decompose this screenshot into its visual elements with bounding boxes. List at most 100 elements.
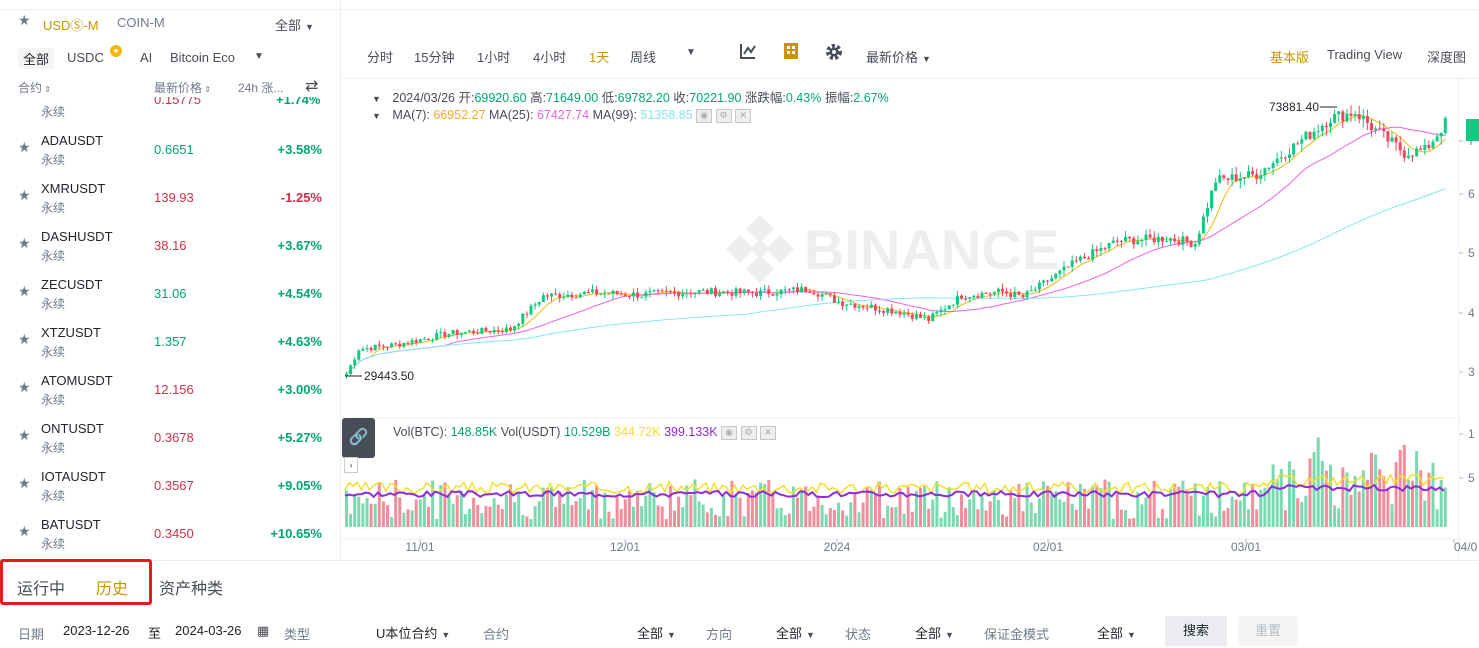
market-row-zecusdt[interactable]: ★ ZECUSDT 永续 31.06 +4.54% xyxy=(0,276,340,324)
candle-body xyxy=(1189,241,1193,247)
candle-body xyxy=(685,293,689,295)
filter-dropdown[interactable]: 全部 ▼ xyxy=(275,18,314,33)
favorite-star-icon[interactable]: ★ xyxy=(18,523,31,539)
market-row-batusdt[interactable]: ★ BATUSDT 永续 0.3450 +10.65% xyxy=(0,516,340,560)
interval-1w[interactable]: 周线 xyxy=(630,50,657,65)
favorite-star-icon[interactable]: ★ xyxy=(18,331,31,347)
contract-select[interactable]: 全部 ▼ xyxy=(637,626,676,641)
partial-row-price: 0.15775 xyxy=(154,92,201,107)
col-contract[interactable]: 合约 ⇕ xyxy=(18,81,51,95)
partial-row-change: +1.74% xyxy=(276,92,321,107)
col-change[interactable]: 24h 涨... xyxy=(238,81,284,95)
candle-body xyxy=(955,295,959,305)
price-type-select[interactable]: 最新价格 ▼ xyxy=(866,50,931,65)
favorite-star-icon[interactable]: ★ xyxy=(18,139,31,155)
row-change: +3.67% xyxy=(277,238,322,253)
link-icon[interactable]: 🔗 xyxy=(342,418,375,458)
interval-1d[interactable]: 1天 xyxy=(589,50,610,65)
chart-toolbar: 分时 15分钟 1小时 4小时 1天 周线 ▼ 最新价格 ▼ 基本版 Tradin… xyxy=(342,36,1479,78)
type-select[interactable]: U本位合约 ▼ xyxy=(376,626,451,641)
candle-body xyxy=(1115,240,1119,242)
calendar-icon[interactable]: ▦ xyxy=(257,623,270,638)
volume-bar xyxy=(525,516,529,527)
volume-bar xyxy=(972,491,976,527)
tab-coin-m[interactable]: COIN-M xyxy=(117,15,165,30)
candle-body xyxy=(664,290,668,292)
legend-collapse-icon[interactable]: ▼ xyxy=(372,94,381,104)
volume-bar xyxy=(939,517,943,527)
favorite-star-icon[interactable]: ★ xyxy=(18,235,31,251)
candle-body xyxy=(865,307,869,309)
swap-columns-icon[interactable]: ⇄ xyxy=(305,78,319,95)
tab-usds-m[interactable]: USDⓈ-M xyxy=(43,18,99,33)
indicator-icon[interactable] xyxy=(739,42,757,63)
favorite-star-icon[interactable]: ★ xyxy=(18,379,31,395)
margin-mode-select[interactable]: 全部 ▼ xyxy=(1097,626,1136,641)
volume-bar xyxy=(591,490,594,527)
vol-eye-icon[interactable]: ◉ xyxy=(721,425,738,440)
reset-button[interactable]: 重置 xyxy=(1238,616,1298,646)
ma-collapse-icon[interactable]: ▼ xyxy=(372,111,381,121)
search-button[interactable]: 搜索 xyxy=(1165,616,1227,646)
chart-style-icon[interactable] xyxy=(783,42,799,63)
more-dropdown-icon[interactable]: ▼ xyxy=(254,51,264,62)
favorite-star-icon[interactable]: ★ xyxy=(18,427,31,443)
subtab-ai[interactable]: AI xyxy=(140,50,153,65)
subtab-all[interactable]: 全部 xyxy=(18,48,55,69)
volume-bar xyxy=(1156,517,1160,527)
interval-15m[interactable]: 15分钟 xyxy=(414,50,455,65)
interval-4h[interactable]: 4小时 xyxy=(533,50,567,65)
market-row-atomusdt[interactable]: ★ ATOMUSDT 永续 12.156 +3.00% xyxy=(0,372,340,420)
view-depth[interactable]: 深度图 xyxy=(1427,50,1467,65)
market-row-iotausdt[interactable]: ★ IOTAUSDT 永续 0.3567 +9.05% xyxy=(0,468,340,516)
subtab-usdc[interactable]: USDC xyxy=(67,50,104,65)
date-to[interactable]: 2024-03-26 xyxy=(175,623,242,638)
market-row-xtzusdt[interactable]: ★ XTZUSDT 永续 1.357 +4.63% xyxy=(0,324,340,372)
volume-bar xyxy=(1144,497,1148,527)
status-select[interactable]: 全部 ▼ xyxy=(915,626,954,641)
star-icon[interactable]: ★ xyxy=(18,12,31,28)
vol-close-icon[interactable]: ✕ xyxy=(760,425,777,440)
vol-gear-icon[interactable]: ⚙ xyxy=(740,425,757,440)
vol-ma-yellow-line xyxy=(344,472,1444,496)
date-from[interactable]: 2023-12-26 xyxy=(63,623,130,638)
favorite-star-icon[interactable]: ★ xyxy=(18,283,31,299)
tab-history[interactable]: 历史 xyxy=(96,581,129,598)
row-change: +3.58% xyxy=(277,142,322,157)
interval-line[interactable]: 分时 xyxy=(367,50,394,65)
tab-running[interactable]: 运行中 xyxy=(17,581,66,598)
market-row-adausdt[interactable]: ★ ADAUSDT 永续 0.6651 +3.58% xyxy=(0,132,340,180)
subtab-bitcoin-eco[interactable]: Bitcoin Eco xyxy=(170,50,236,65)
interval-1h[interactable]: 1小时 xyxy=(477,50,511,65)
candle-body xyxy=(615,290,619,295)
tab-asset-type[interactable]: 资产种类 xyxy=(159,581,224,598)
market-row-xmrusdt[interactable]: ★ XMRUSDT 永续 139.93 -1.25% xyxy=(0,180,340,228)
row-perp: 永续 xyxy=(41,201,66,215)
volume-bar xyxy=(1033,513,1037,527)
favorite-star-icon[interactable]: ★ xyxy=(18,187,31,203)
candle-body xyxy=(476,333,480,335)
volume-bar xyxy=(455,495,459,527)
volume-bar xyxy=(951,507,955,527)
candle-body xyxy=(1214,182,1218,191)
market-row-dashusdt[interactable]: ★ DASHUSDT 永续 38.16 +3.67% xyxy=(0,228,340,276)
volume-bar xyxy=(574,501,578,527)
expand-arrow-icon[interactable]: › xyxy=(344,457,358,473)
margin-mode-label: 保证金模式 xyxy=(984,627,1050,642)
volume-bar xyxy=(578,498,582,527)
settings-gear-icon[interactable] xyxy=(824,42,844,65)
favorite-star-icon[interactable]: ★ xyxy=(18,475,31,491)
view-tradingview[interactable]: Trading View xyxy=(1327,47,1403,62)
candle-body xyxy=(1160,236,1164,242)
eye-icon[interactable]: ◉ xyxy=(696,108,713,123)
more-intervals-icon[interactable]: ▼ xyxy=(686,47,696,58)
direction-select[interactable]: 全部 ▼ xyxy=(776,626,815,641)
col-last-price[interactable]: 最新价格 ⇕ xyxy=(154,81,211,95)
view-basic[interactable]: 基本版 xyxy=(1270,50,1310,65)
kline-chart[interactable]: BINANCE 29443.50 73881.40 11/01 12/01 2024 02… xyxy=(342,78,1479,561)
gear-icon[interactable]: ⚙ xyxy=(715,108,732,123)
volume-bar xyxy=(349,513,353,527)
close-icon[interactable]: ✕ xyxy=(735,108,752,123)
candle-body xyxy=(849,303,853,305)
market-row-ontusdt[interactable]: ★ ONTUSDT 永续 0.3678 +5.27% xyxy=(0,420,340,468)
